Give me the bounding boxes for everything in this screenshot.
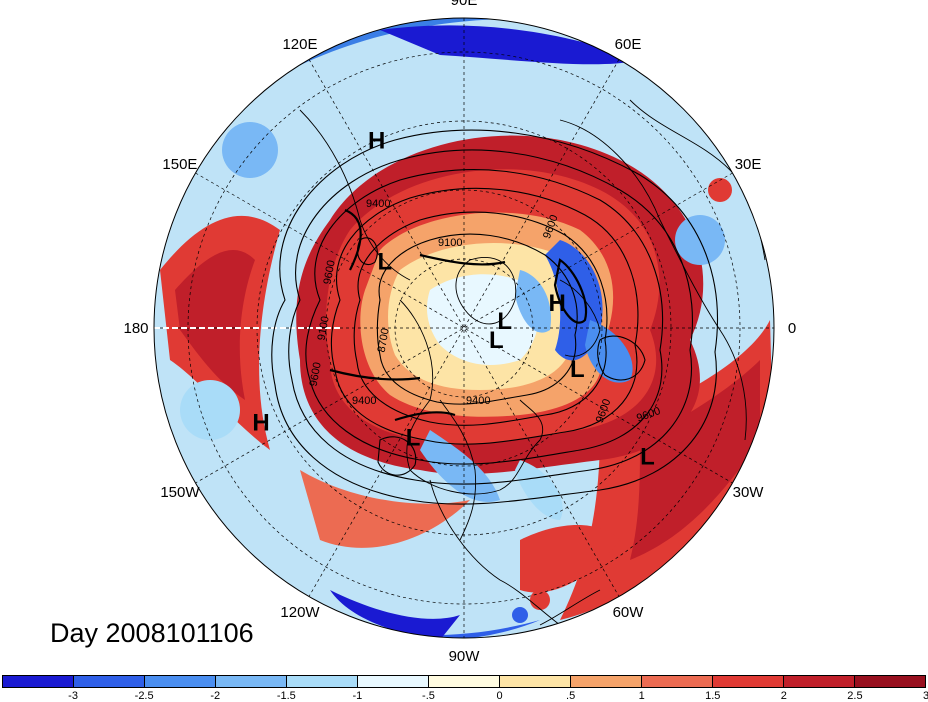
low-pressure-label: L	[570, 356, 585, 383]
contour-label: 9100	[438, 237, 462, 249]
longitude-label: 0	[788, 320, 796, 337]
contour-label: 9400	[466, 395, 490, 407]
contour-label: 9600	[322, 259, 338, 285]
high-pressure-label: H	[548, 290, 565, 317]
day-label: Day 2008101106	[50, 618, 254, 648]
colorbar-swatch	[287, 676, 358, 687]
low-pressure-label: L	[378, 249, 393, 276]
contour-label: 9400	[366, 198, 390, 210]
colorbar-swatch	[713, 676, 784, 687]
high-pressure-label: H	[252, 410, 269, 437]
contour-label: 8700	[376, 327, 392, 353]
colorbar-tick-label: 2	[780, 690, 787, 702]
longitude-label: 90W	[449, 648, 481, 665]
colorbar-swatch	[500, 676, 571, 687]
contour-label: 9600	[308, 361, 324, 387]
colorbar-swatch	[642, 676, 713, 687]
colorbar-swatch	[571, 676, 642, 687]
longitude-label: 30E	[735, 156, 762, 173]
contour-label: 9100	[316, 315, 332, 341]
longitude-label: 60W	[613, 604, 645, 621]
longitude-label: 60E	[615, 36, 642, 53]
colorbar	[2, 675, 926, 688]
colorbar-swatch	[145, 676, 216, 687]
high-pressure-label: H	[368, 128, 385, 155]
colorbar-swatch	[216, 676, 287, 687]
colorbar-swatch	[358, 676, 429, 687]
colorbar-tick-label: 3	[922, 690, 928, 702]
longitude-label: 90E	[451, 0, 478, 9]
colorbar-tick-label: 1.5	[705, 690, 721, 702]
colorbar-tick-label: -3	[68, 690, 78, 702]
colorbar-tick-label: -1.5	[276, 690, 296, 702]
colorbar-swatch	[429, 676, 500, 687]
low-pressure-label: L	[640, 443, 655, 470]
colorbar-tick-label: -2.5	[134, 690, 154, 702]
longitude-label: 150E	[162, 156, 197, 173]
colorbar-tick-label: -.5	[422, 690, 435, 702]
longitude-label: 120E	[282, 36, 317, 53]
colorbar-tick-label: -1	[352, 690, 363, 702]
colorbar-swatch	[855, 676, 925, 687]
height-contours	[271, 129, 718, 505]
longitude-label: 30W	[733, 484, 765, 501]
colorbar-swatch	[3, 676, 74, 687]
contour-label: 9400	[352, 395, 376, 407]
longitude-label: 120W	[280, 604, 320, 621]
colorbar-tick-label: 1	[638, 690, 645, 702]
colorbar-tick-label: 2.5	[847, 690, 863, 702]
low-pressure-label: L	[497, 308, 512, 335]
colorbar-tick-label: .5	[566, 690, 576, 702]
colorbar-swatch	[784, 676, 855, 687]
colorbar-tick-label: -2	[210, 690, 221, 702]
longitude-labels: 90E 60E 30E 0 30W 60W 90W 120W 150W 180 150E 120E	[123, 0, 796, 665]
map-boundary	[153, 17, 775, 639]
colorbar-tick-label: 0	[496, 690, 503, 702]
low-pressure-label: L	[406, 424, 421, 451]
longitude-label: 150W	[160, 484, 200, 501]
longitude-label: 180	[123, 320, 148, 337]
low-pressure-label: L	[489, 327, 504, 354]
colorbar-swatch	[74, 676, 145, 687]
